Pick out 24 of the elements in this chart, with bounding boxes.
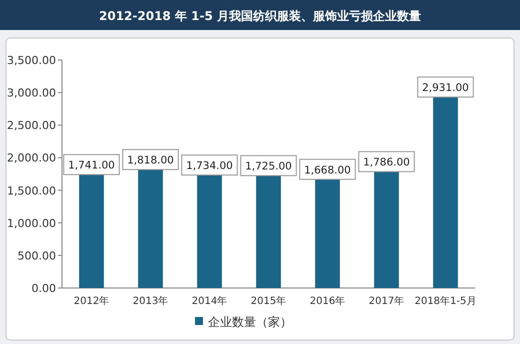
legend-label: 企业数量（家）	[208, 315, 292, 329]
y-tick-label: 3,500.00	[7, 54, 56, 67]
text: 1,725.00	[245, 160, 292, 173]
y-tick-label: 2,500.00	[7, 119, 56, 132]
y-tick-label: 3,000.00	[7, 86, 56, 100]
y-tick-label: 0.00	[32, 282, 56, 295]
x-tick-label: 2013年	[132, 295, 168, 307]
y-tick-label: 2,000.00	[7, 152, 56, 165]
text: 2,931.00	[422, 82, 469, 94]
y-tick-label: 1,500.00	[7, 184, 56, 198]
x-tick-label: 2014年	[192, 295, 228, 307]
text: 1,734.00	[186, 160, 233, 172]
y-tick-label: 1,000.00	[7, 216, 56, 230]
x-tick-label: 2016年	[310, 295, 346, 307]
x-tick-label: 2015年	[250, 295, 286, 307]
x-tick-label: 2012年	[74, 295, 110, 307]
x-tick-label: 2018年1-5月	[414, 295, 476, 307]
x-tick-label: 2017年	[368, 295, 404, 307]
y-tick-label: 500.00	[18, 249, 56, 262]
chart-title: 2012-2018 年 1-5 月我国纺织服装、服饰业亏损企业数量	[99, 9, 421, 23]
text: 1,818.00	[127, 154, 174, 167]
text: 1,668.00	[304, 164, 351, 176]
text: 1,786.00	[363, 156, 410, 169]
text: 1,741.00	[68, 160, 115, 172]
